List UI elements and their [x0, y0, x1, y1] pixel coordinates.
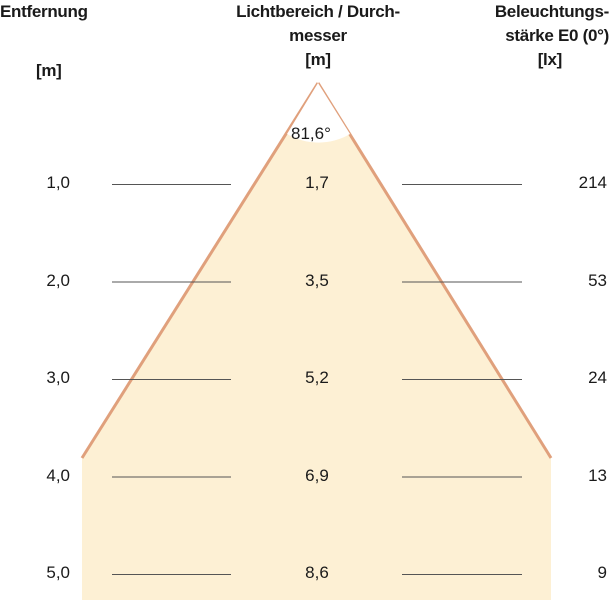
cone-edge-left [80, 82, 320, 459]
distance-value: 2,0 [46, 270, 70, 290]
header-illuminance: Beleuchtungs- stärke E0 (0°) [lx] [495, 0, 609, 72]
cone-edge-right [316, 82, 553, 459]
illuminance-value: 24 [588, 368, 607, 387]
distance-value: 3,0 [46, 368, 70, 387]
light-cone [82, 83, 551, 600]
header-illuminance-unit: [lx] [537, 50, 563, 69]
beam-angle-label: 81,6° [291, 124, 331, 143]
header-illuminance-line1: Beleuchtungs- [494, 2, 609, 21]
beam-angle-arc [287, 83, 350, 143]
illuminance-value: 53 [588, 270, 607, 290]
header-diameter-line1: Lichtbereich / Durch- [236, 2, 400, 21]
diameter-value: 3,5 [305, 270, 329, 290]
diameter-value: 1,7 [305, 173, 329, 192]
header-diameter-line2: messer [289, 26, 347, 45]
header-distance-unit: [m] [36, 61, 62, 80]
distance-value: 4,0 [46, 465, 70, 485]
header-distance: Entfernung [0, 0, 88, 24]
illuminance-value: 13 [588, 465, 607, 485]
illuminance-value: 214 [578, 173, 607, 192]
header-distance-title: Entfernung [0, 2, 88, 21]
diameter-value: 5,2 [305, 368, 329, 387]
header-diameter-unit: [m] [305, 50, 331, 69]
header-illuminance-line2: stärke E0 (0°) [505, 26, 609, 45]
distance-value: 1,0 [46, 173, 70, 192]
header-diameter: Lichtbereich / Durch- messer [m] [220, 0, 416, 72]
illuminance-value: 9 [597, 563, 607, 582]
distance-value: 5,0 [46, 563, 70, 582]
diameter-value: 8,6 [305, 563, 329, 582]
diameter-value: 6,9 [305, 465, 329, 485]
